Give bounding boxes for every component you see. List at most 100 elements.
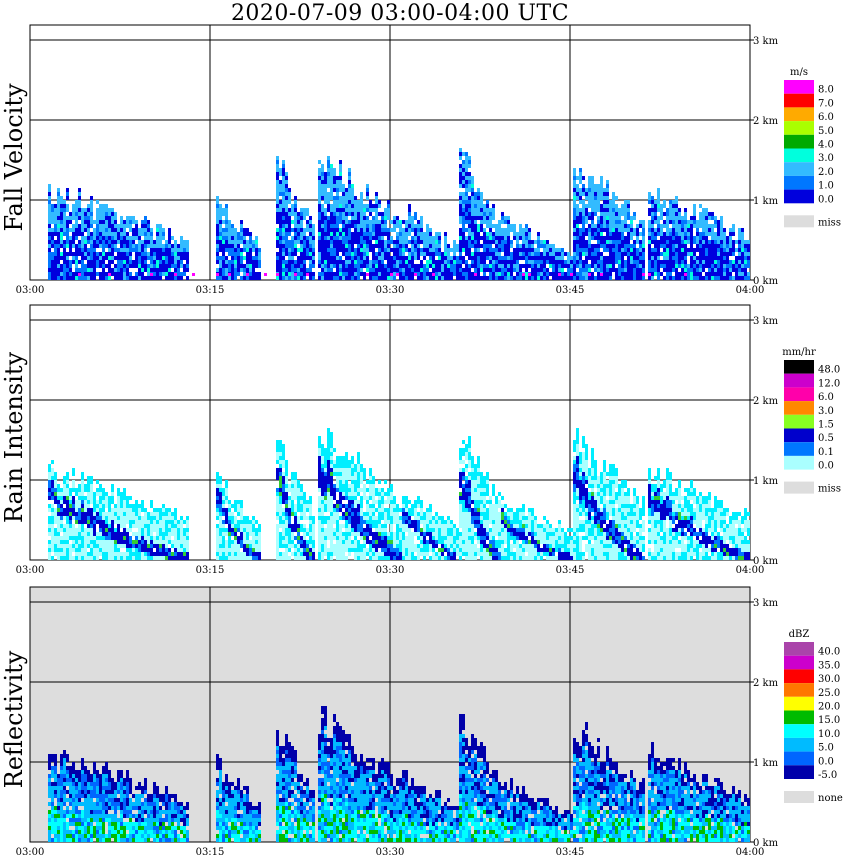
heatmap-layer-2: [48, 706, 750, 842]
heatmap-layer-1: [48, 428, 750, 560]
colorbar-swatch: [784, 93, 814, 108]
colorbar-label: -5.0: [818, 770, 837, 781]
colorbar-swatch: [784, 107, 814, 122]
x-tick-label: 04:00: [736, 847, 765, 858]
y-tick-label: 3 km: [753, 598, 779, 609]
colorbar-swatch: [784, 428, 814, 443]
x-tick-label: 03:45: [556, 847, 585, 858]
colorbar-swatch: [784, 455, 814, 470]
y-tick-label: 1 km: [753, 758, 779, 769]
x-tick-label: 03:45: [556, 565, 585, 576]
colorbar-missing-swatch: [784, 215, 814, 228]
colorbar-label: 3.0: [818, 406, 834, 417]
colorbar-label: 0.1: [818, 447, 834, 458]
y-tick-label: 1 km: [753, 196, 779, 207]
colorbar-label: 12.0: [818, 378, 840, 389]
y-tick-label: 3 km: [753, 36, 779, 47]
colorbar-swatch: [784, 175, 814, 190]
colorbar-swatch: [784, 148, 814, 163]
y-tick-label: 2 km: [753, 116, 779, 127]
colorbar-swatch: [784, 683, 814, 697]
y-tick-label: 2 km: [753, 678, 779, 689]
colorbar-swatch: [784, 162, 814, 176]
colorbar-label: 2.0: [818, 167, 834, 178]
colorbar-label: 1.0: [818, 181, 834, 192]
x-tick-label: 03:30: [376, 565, 405, 576]
colorbar-label: 0.0: [818, 194, 834, 205]
x-tick-label: 03:15: [196, 565, 225, 576]
colorbar-label: 8.0: [818, 85, 834, 96]
colorbar-swatch: [784, 710, 814, 725]
x-tick-label: 03:00: [16, 285, 45, 296]
x-tick-label: 03:15: [196, 285, 225, 296]
colorbar-unit: mm/hr: [782, 347, 816, 358]
colorbar-missing-swatch: [784, 481, 814, 494]
colorbar-label: 15.0: [818, 715, 840, 726]
y-axis-label: Rain Intensity: [0, 352, 28, 524]
colorbar-label: 0.0: [818, 756, 834, 767]
colorbar-label: 7.0: [818, 98, 834, 109]
x-tick-label: 03:30: [376, 285, 405, 296]
colorbar-label: 48.0: [818, 365, 840, 376]
colorbar-swatch: [784, 134, 814, 149]
colorbar-missing-swatch: [784, 791, 814, 803]
colorbar-missing-label: none: [818, 793, 843, 804]
colorbar-label: 0.5: [818, 433, 834, 444]
y-tick-label: 2 km: [753, 396, 779, 407]
colorbar-label: 5.0: [818, 743, 834, 754]
colorbar-label: 40.0: [818, 647, 840, 658]
colorbar: dBZ 40.0 35.0 30.0 25.0 20.0 15.0 10.0 5.0 0.0 -5.…: [784, 629, 843, 804]
colorbar-label: 10.0: [818, 729, 840, 740]
colorbar-label: 4.0: [818, 140, 834, 151]
colorbar-swatch: [784, 655, 814, 670]
heatmap-layer-0: [48, 148, 750, 280]
colorbar-swatch: [784, 80, 814, 94]
colorbar-swatch: [784, 360, 814, 374]
colorbar: m/s 8.0 7.0 6.0 5.0 4.0 3.0 2.0 1.0 0.0 miss: [784, 67, 841, 228]
y-axis-label: Fall Velocity: [0, 83, 28, 232]
colorbar-label: 0.0: [818, 461, 834, 472]
y-tick-label: 1 km: [753, 476, 779, 487]
colorbar-label: 5.0: [818, 126, 834, 137]
colorbar-swatch: [784, 414, 814, 429]
y-tick-label: 0 km: [753, 556, 779, 567]
colorbar-swatch: [784, 442, 814, 456]
colorbar-swatch: [784, 765, 814, 779]
y-tick-label: 3 km: [753, 316, 779, 327]
x-tick-label: 03:45: [556, 285, 585, 296]
colorbar-swatch: [784, 401, 814, 415]
colorbar-swatch: [784, 387, 814, 402]
colorbar-swatch: [784, 696, 814, 711]
x-tick-label: 04:00: [736, 285, 765, 296]
x-tick-label: 04:00: [736, 565, 765, 576]
colorbar-swatch: [784, 642, 814, 656]
colorbar-missing-label: miss: [818, 217, 841, 228]
colorbar-label: 20.0: [818, 702, 840, 713]
colorbar-swatch: [784, 121, 814, 135]
colorbar-missing-label: miss: [818, 484, 841, 495]
colorbar-label: 3.0: [818, 153, 834, 164]
x-tick-label: 03:00: [16, 565, 45, 576]
colorbar-swatch: [784, 669, 814, 684]
y-tick-label: 0 km: [753, 838, 779, 849]
y-axis-label: Reflectivity: [0, 650, 28, 788]
colorbar-label: 1.5: [818, 420, 834, 431]
x-tick-label: 03:30: [376, 847, 405, 858]
colorbar-label: 6.0: [818, 112, 834, 123]
colorbar-unit: dBZ: [789, 629, 810, 640]
chart-title: 2020-07-09 03:00-04:00 UTC: [230, 1, 570, 26]
colorbar-label: 6.0: [818, 392, 834, 403]
x-tick-label: 03:00: [16, 847, 45, 858]
colorbar-swatch: [784, 373, 814, 388]
colorbar-swatch: [784, 724, 814, 738]
x-tick-label: 03:15: [196, 847, 225, 858]
colorbar-label: 35.0: [818, 660, 840, 671]
colorbar-unit: m/s: [790, 67, 808, 78]
colorbar-swatch: [784, 751, 814, 766]
y-tick-label: 0 km: [753, 276, 779, 287]
colorbar-swatch: [784, 737, 814, 752]
colorbar-label: 25.0: [818, 688, 840, 699]
colorbar-swatch: [784, 189, 814, 204]
